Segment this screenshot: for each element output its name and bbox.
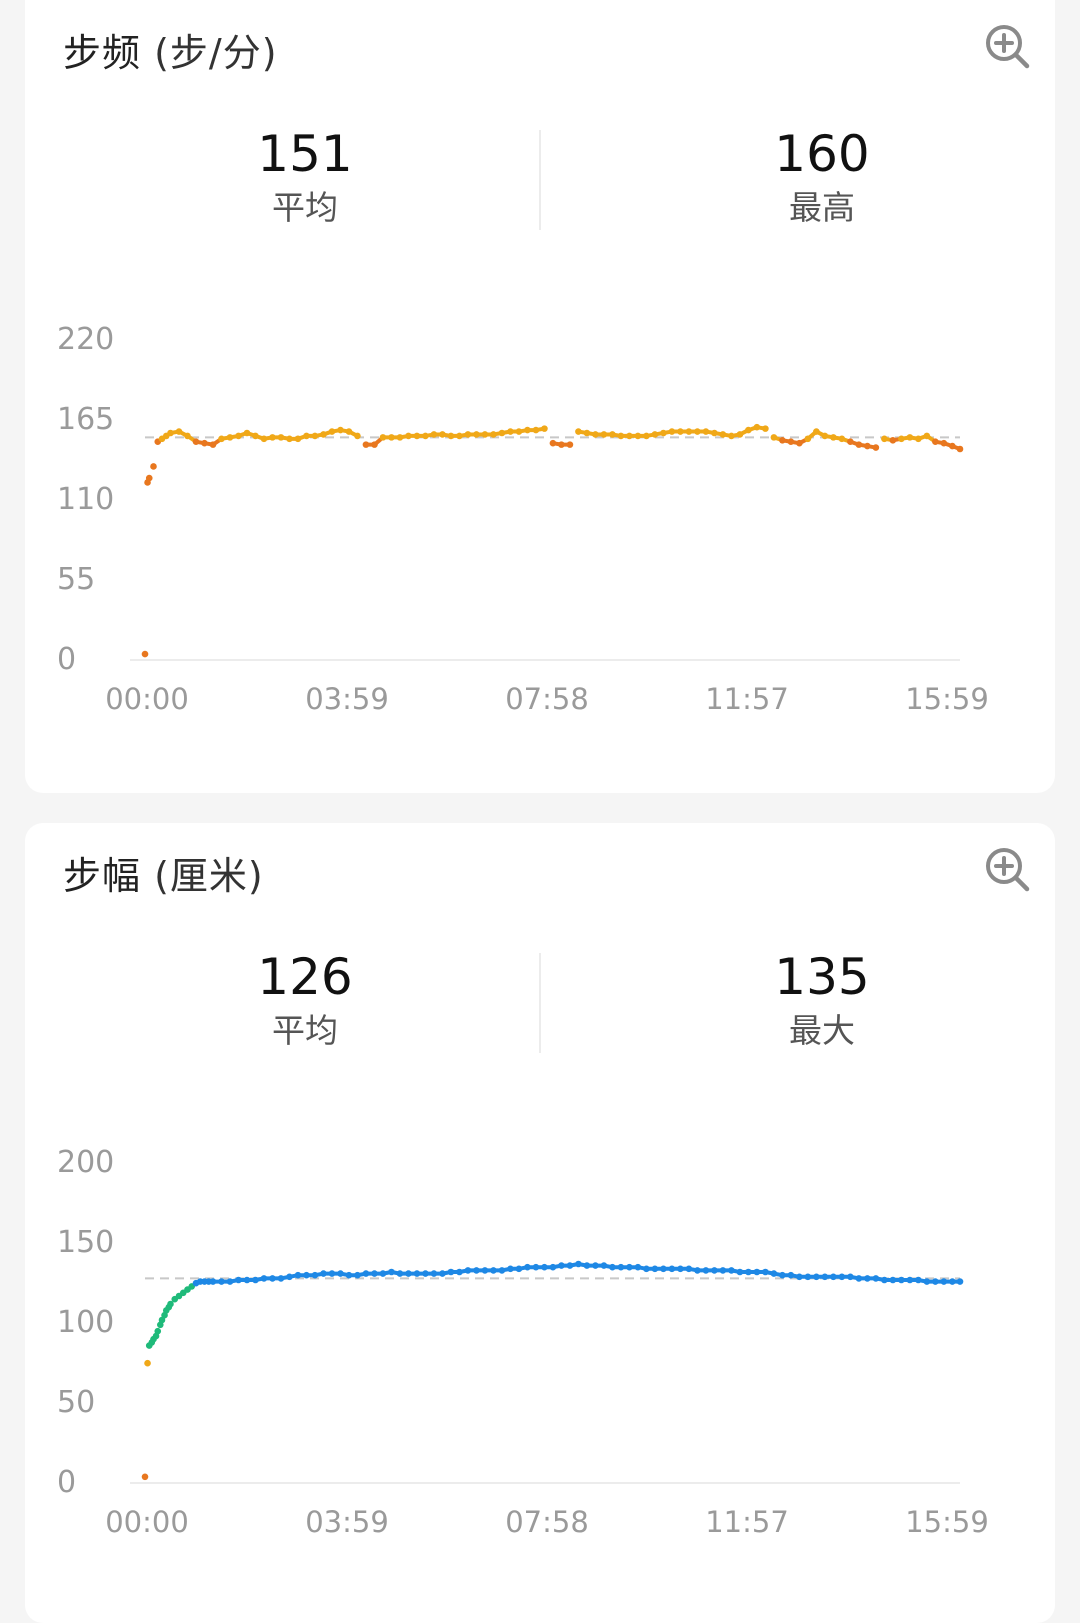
y-tick-label: 220 bbox=[57, 322, 114, 357]
cadence-stats: 151 平均 160 最高 bbox=[25, 125, 1055, 235]
stride-card: 步幅 (厘米) 126 平均 135 最大 0 50 100 150 200 00:00 0… bbox=[25, 823, 1055, 1623]
cadence-card: 步频 (步/分) 151 平均 160 最高 0 55 110 165 220 00:00… bbox=[25, 0, 1055, 793]
data-point bbox=[145, 474, 153, 482]
cadence-max: 160 最高 bbox=[672, 125, 972, 233]
data-point bbox=[354, 432, 361, 440]
stride-title-text: 步幅 bbox=[63, 854, 142, 898]
stride-average-value: 126 bbox=[257, 948, 353, 1006]
y-tick-label: 150 bbox=[57, 1225, 114, 1260]
x-tick-label: 03:59 bbox=[305, 682, 389, 716]
stride-average-label: 平均 bbox=[272, 1011, 338, 1050]
data-point bbox=[541, 425, 548, 432]
y-tick-label: 50 bbox=[57, 1385, 95, 1420]
y-tick-label: 165 bbox=[57, 402, 114, 437]
data-point bbox=[150, 463, 157, 470]
stats-divider bbox=[539, 953, 541, 1053]
data-point bbox=[956, 445, 964, 453]
cadence-average-label: 平均 bbox=[272, 188, 338, 227]
zoom-in-icon[interactable] bbox=[983, 845, 1031, 893]
y-tick-label: 55 bbox=[57, 562, 95, 597]
stride-stats: 126 平均 135 最大 bbox=[25, 948, 1055, 1058]
data-point bbox=[167, 1300, 174, 1308]
cadence-title-text: 步频 bbox=[63, 31, 142, 75]
y-tick-label: 200 bbox=[57, 1145, 114, 1180]
stride-average: 126 平均 bbox=[155, 948, 455, 1056]
x-tick-label: 15:59 bbox=[905, 682, 989, 716]
y-tick-label: 0 bbox=[57, 1465, 76, 1500]
data-point bbox=[141, 1473, 149, 1481]
y-tick-label: 0 bbox=[57, 642, 76, 677]
cadence-max-label: 最高 bbox=[789, 188, 855, 227]
data-point bbox=[154, 1327, 162, 1335]
cadence-unit: (步/分) bbox=[154, 31, 278, 75]
data-point bbox=[762, 425, 769, 432]
cadence-max-value: 160 bbox=[774, 125, 870, 183]
x-tick-label: 03:59 bbox=[305, 1505, 389, 1539]
x-tick-label: 15:59 bbox=[905, 1505, 989, 1539]
y-tick-label: 110 bbox=[57, 482, 114, 517]
x-tick-label: 07:58 bbox=[505, 1505, 589, 1539]
x-tick-label: 00:00 bbox=[105, 682, 189, 716]
zoom-in-icon[interactable] bbox=[983, 22, 1031, 70]
x-tick-label: 11:57 bbox=[705, 1505, 789, 1539]
data-point bbox=[144, 1359, 151, 1367]
stride-max: 135 最大 bbox=[672, 948, 972, 1056]
stride-title: 步幅 (厘米) bbox=[63, 845, 264, 900]
data-point bbox=[141, 650, 149, 658]
stride-max-value: 135 bbox=[774, 948, 870, 1006]
data-point bbox=[566, 441, 574, 448]
x-tick-label: 11:57 bbox=[705, 682, 789, 716]
cadence-chart: 0 55 110 165 220 00:00 03:59 07:58 11:57 15:59 bbox=[57, 322, 989, 716]
stride-chart: 0 50 100 150 200 00:00 03:59 07:58 11:57 15:59 bbox=[57, 1145, 989, 1539]
x-tick-label: 07:58 bbox=[505, 682, 589, 716]
cadence-average: 151 平均 bbox=[155, 125, 455, 233]
stride-unit: (厘米) bbox=[154, 854, 264, 898]
x-tick-label: 00:00 bbox=[105, 1505, 189, 1539]
stride-max-label: 最大 bbox=[789, 1011, 855, 1050]
stats-divider bbox=[539, 130, 541, 230]
cadence-average-value: 151 bbox=[257, 125, 353, 183]
data-point bbox=[872, 444, 880, 451]
cadence-title: 步频 (步/分) bbox=[63, 22, 278, 77]
y-tick-label: 100 bbox=[57, 1305, 114, 1340]
data-point bbox=[956, 1278, 964, 1285]
